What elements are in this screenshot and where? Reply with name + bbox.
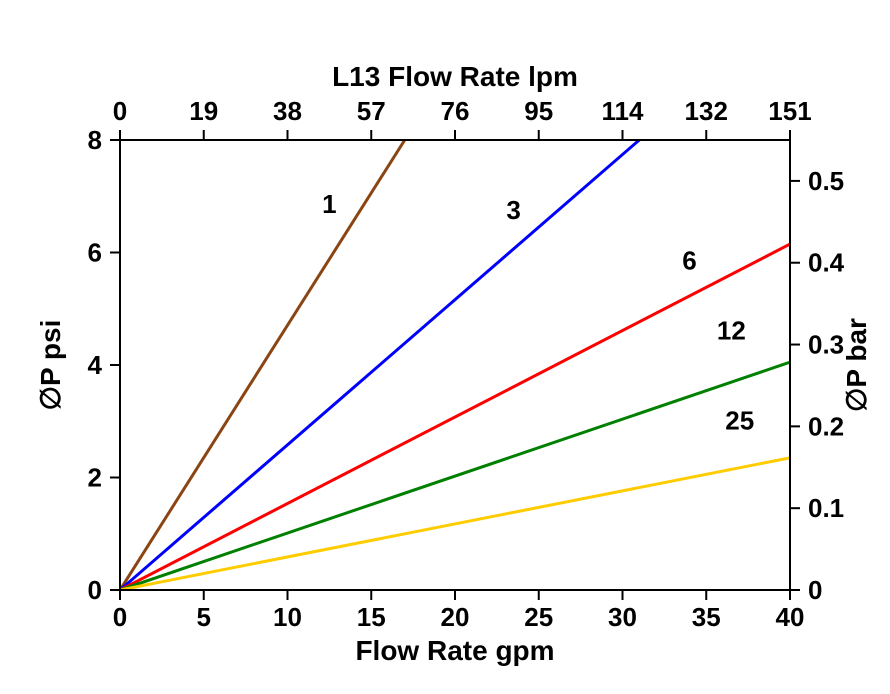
pressure-flow-chart: 0510152025303540Flow Rate gpm01938577695… <box>0 0 890 694</box>
svg-text:15: 15 <box>357 602 386 632</box>
svg-text:38: 38 <box>273 96 302 126</box>
x-top-title: L13 Flow Rate lpm <box>332 61 578 92</box>
svg-text:8: 8 <box>88 125 102 155</box>
series-label-6: 6 <box>682 245 696 275</box>
svg-text:19: 19 <box>189 96 218 126</box>
svg-text:0.5: 0.5 <box>808 166 844 196</box>
svg-text:0: 0 <box>113 602 127 632</box>
svg-text:20: 20 <box>441 602 470 632</box>
svg-text:57: 57 <box>357 96 386 126</box>
svg-text:2: 2 <box>88 463 102 493</box>
series-label-12: 12 <box>717 316 746 346</box>
series-label-1: 1 <box>322 189 336 219</box>
y-right-title: ∅P bar <box>841 318 872 412</box>
svg-text:5: 5 <box>197 602 211 632</box>
series-label-3: 3 <box>506 195 520 225</box>
svg-text:0.3: 0.3 <box>808 330 844 360</box>
svg-text:25: 25 <box>524 602 553 632</box>
svg-text:0.4: 0.4 <box>808 248 845 278</box>
svg-text:40: 40 <box>776 602 805 632</box>
series-label-25: 25 <box>725 406 754 436</box>
svg-text:10: 10 <box>273 602 302 632</box>
svg-text:6: 6 <box>88 238 102 268</box>
svg-text:95: 95 <box>524 96 553 126</box>
x-bottom-title: Flow Rate gpm <box>355 635 554 666</box>
svg-text:0: 0 <box>113 96 127 126</box>
svg-text:0.1: 0.1 <box>808 493 844 523</box>
svg-text:0: 0 <box>808 575 822 605</box>
svg-text:4: 4 <box>88 350 103 380</box>
svg-text:151: 151 <box>768 96 811 126</box>
svg-text:30: 30 <box>608 602 637 632</box>
svg-text:0: 0 <box>88 575 102 605</box>
svg-text:114: 114 <box>602 96 644 126</box>
svg-text:35: 35 <box>692 602 721 632</box>
svg-text:0.2: 0.2 <box>808 411 844 441</box>
svg-text:76: 76 <box>441 96 470 126</box>
y-left-title: ∅P psi <box>35 320 66 411</box>
svg-text:132: 132 <box>685 96 728 126</box>
